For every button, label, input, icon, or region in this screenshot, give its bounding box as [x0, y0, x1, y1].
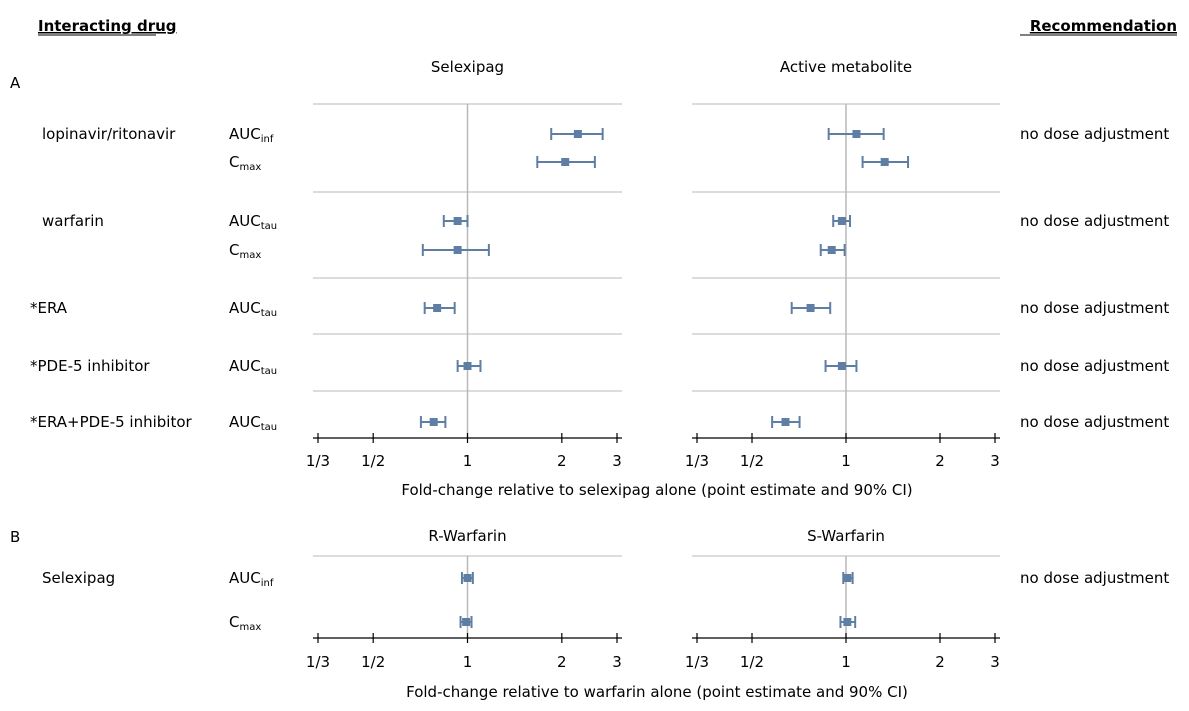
param-subscript: tau [261, 366, 277, 377]
drug-label-1-3: *PDE-5 inhibitor [30, 357, 150, 375]
x-tick-label-1-1-3: 2 [557, 452, 567, 470]
drug-label-2-0: Selexipag [42, 569, 115, 587]
x-tick-label-2-1-1: 1/2 [361, 653, 385, 671]
param-label-1-3-0: AUCtau [229, 357, 277, 377]
point-estimate-1-1-1-1 [453, 246, 462, 254]
point-estimate-1-1-0-1 [453, 217, 462, 225]
point-estimate-1-0-1-1 [561, 158, 570, 166]
plot-root: A Selexipag 1/3 1/2 1 2 3 Active metabolite 1/3 1… [10, 58, 1169, 701]
param-subscript: tau [261, 308, 277, 319]
header-interacting-drug: Interacting drug [38, 17, 177, 35]
param-label-1-4-0: AUCtau [229, 413, 277, 433]
point-estimate-1-4-0-1 [429, 418, 438, 426]
param-label-1-2-0: AUCtau [229, 299, 277, 319]
param-name: C [229, 241, 239, 259]
point-estimate-1-1-0-2 [837, 217, 846, 225]
param-subscript: tau [261, 221, 277, 232]
param-name: AUC [229, 212, 261, 230]
param-name: C [229, 613, 239, 631]
panel-label-A: A [10, 74, 21, 92]
param-label-2-0-0: AUCinf [229, 569, 274, 589]
param-label-2-0-1: Cmax [229, 613, 261, 633]
point-estimate-1-0-0-2 [852, 130, 861, 138]
recommendation-1-0: no dose adjustment [1020, 125, 1169, 143]
x-tick-label-1-1-2: 1 [463, 452, 473, 470]
point-estimate-1-0-0-1 [573, 130, 582, 138]
param-name: AUC [229, 569, 261, 587]
x-tick-label-2-2-1: 1/2 [740, 653, 764, 671]
recommendation-1-2: no dose adjustment [1020, 299, 1169, 317]
x-tick-label-1-2-3: 2 [935, 452, 945, 470]
x-tick-label-2-2-3: 2 [935, 653, 945, 671]
point-estimate-1-3-0-2 [837, 362, 846, 370]
x-tick-label-1-1-0: 1/3 [306, 452, 330, 470]
param-subscript: tau [261, 422, 277, 433]
recommendation-1-3: no dose adjustment [1020, 357, 1169, 375]
drug-label-1-0: lopinavir/ritonavir [42, 125, 176, 143]
param-subscript: inf [261, 578, 274, 589]
param-name: C [229, 153, 239, 171]
param-label-1-1-0: AUCtau [229, 212, 277, 232]
point-estimate-1-0-1-2 [880, 158, 889, 166]
drug-label-1-1: warfarin [42, 212, 104, 230]
param-name: AUC [229, 357, 261, 375]
param-label-1-0-0: AUCinf [229, 125, 274, 145]
param-name: AUC [229, 299, 261, 317]
point-estimate-1-2-0-2 [806, 304, 815, 312]
param-subscript: max [239, 622, 261, 633]
header-recommendation: Recommendation [1030, 17, 1177, 35]
x-tick-label-2-1-2: 1 [463, 653, 473, 671]
point-estimate-2-0-1-2 [843, 618, 852, 626]
point-estimate-1-3-0-1 [463, 362, 472, 370]
panel-label-B: B [10, 528, 20, 546]
recommendation-1-4: no dose adjustment [1020, 413, 1169, 431]
point-estimate-2-0-0-1 [463, 574, 472, 582]
drug-label-1-2: *ERA [30, 299, 68, 317]
x-tick-label-1-2-1: 1/2 [740, 452, 764, 470]
x-axis-label-2: Fold-change relative to warfarin alone (… [406, 683, 908, 701]
param-name: AUC [229, 413, 261, 431]
param-subscript: max [239, 250, 261, 261]
x-tick-label-2-1-3: 2 [557, 653, 567, 671]
x-tick-label-1-1-4: 3 [612, 452, 622, 470]
recommendation-1-1: no dose adjustment [1020, 212, 1169, 230]
x-tick-label-2-2-4: 3 [990, 653, 1000, 671]
column-title-2-1: R-Warfarin [428, 527, 506, 545]
recommendation-2-0: no dose adjustment [1020, 569, 1169, 587]
param-subscript: max [239, 162, 261, 173]
point-estimate-1-2-0-1 [433, 304, 442, 312]
point-estimate-1-4-0-2 [781, 418, 790, 426]
x-tick-label-1-2-0: 1/3 [685, 452, 709, 470]
x-tick-label-2-2-0: 1/3 [685, 653, 709, 671]
column-title-2-2: S-Warfarin [807, 527, 885, 545]
x-tick-label-2-1-0: 1/3 [306, 653, 330, 671]
point-estimate-1-1-1-2 [827, 246, 836, 254]
x-tick-label-1-2-4: 3 [990, 452, 1000, 470]
column-title-1-1: Selexipag [431, 58, 504, 76]
x-axis-label-1: Fold-change relative to selexipag alone … [401, 481, 912, 499]
point-estimate-2-0-0-2 [843, 574, 852, 582]
param-subscript: inf [261, 134, 274, 145]
x-tick-label-2-1-4: 3 [612, 653, 622, 671]
param-label-1-1-1: Cmax [229, 241, 261, 261]
column-title-1-2: Active metabolite [780, 58, 912, 76]
param-label-1-0-1: Cmax [229, 153, 261, 173]
x-tick-label-1-1-1: 1/2 [361, 452, 385, 470]
x-tick-label-2-2-2: 1 [841, 653, 851, 671]
point-estimate-2-0-1-1 [462, 618, 471, 626]
drug-label-1-4: *ERA+PDE-5 inhibitor [30, 413, 193, 431]
param-name: AUC [229, 125, 261, 143]
x-tick-label-1-2-2: 1 [841, 452, 851, 470]
